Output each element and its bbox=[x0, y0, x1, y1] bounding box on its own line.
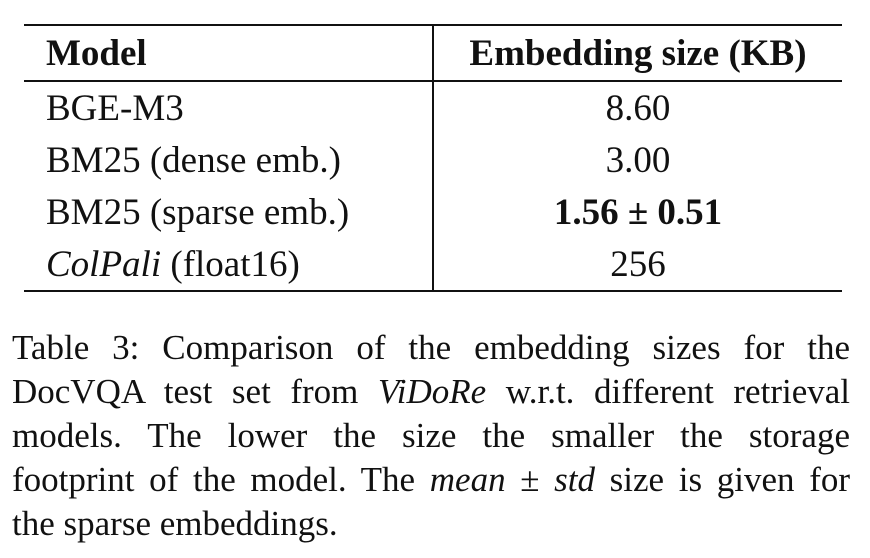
table-caption: Table 3: Comparison of the embedding siz… bbox=[12, 326, 850, 546]
model-name-italic: ColPali bbox=[46, 243, 162, 285]
caption-text: footprint of the model. The bbox=[12, 460, 430, 499]
caption-italic-mean: mean bbox=[429, 460, 506, 499]
embedding-size-table: Model Embedding size (KB) BGE-M3 8.60 BM… bbox=[24, 24, 842, 292]
size-cell: 8.60 bbox=[605, 87, 671, 129]
caption-text: w.r.t. different retrieval bbox=[486, 372, 850, 411]
caption-italic-vidore: ViDoRe bbox=[377, 372, 487, 411]
model-cell: ColPali (float16) bbox=[24, 238, 434, 291]
model-cell: BM25 (sparse emb.) bbox=[24, 186, 434, 238]
caption-text: DocVQA test set from bbox=[12, 372, 378, 411]
caption-text: size is given for bbox=[595, 460, 851, 499]
caption-text: ± bbox=[505, 460, 555, 499]
caption-italic-std: std bbox=[554, 460, 595, 499]
caption-line: Table 3: Comparison of the embedding siz… bbox=[12, 328, 850, 367]
caption-line: DocVQA test set from ViDoRe w.r.t. diffe… bbox=[12, 370, 850, 414]
table-row: BGE-M3 8.60 bbox=[24, 81, 842, 134]
size-cell: 3.00 bbox=[605, 139, 671, 181]
header-model: Model bbox=[24, 25, 434, 81]
header-embedding-size: Embedding size (KB) bbox=[469, 32, 807, 74]
model-name-suffix: (float16) bbox=[161, 243, 300, 285]
table-header-row: Model Embedding size (KB) bbox=[24, 25, 842, 81]
model-cell: BM25 (dense emb.) bbox=[24, 134, 434, 186]
caption-line: models. The lower the size the smaller t… bbox=[12, 416, 850, 455]
size-cell-best: 1.56 ± 0.51 bbox=[553, 191, 723, 233]
table-row: BM25 (dense emb.) 3.00 bbox=[24, 134, 842, 186]
model-cell: BGE-M3 bbox=[24, 81, 434, 134]
caption-line: the sparse embeddings. bbox=[12, 504, 338, 543]
embedding-size-table-container: Model Embedding size (KB) BGE-M3 8.60 BM… bbox=[24, 24, 842, 292]
table-row: ColPali (float16) 256 bbox=[24, 238, 842, 291]
caption-line: footprint of the model. The mean ± std s… bbox=[12, 458, 850, 502]
size-cell: 256 bbox=[610, 243, 666, 285]
table-row: BM25 (sparse emb.) 1.56 ± 0.51 bbox=[24, 186, 842, 238]
